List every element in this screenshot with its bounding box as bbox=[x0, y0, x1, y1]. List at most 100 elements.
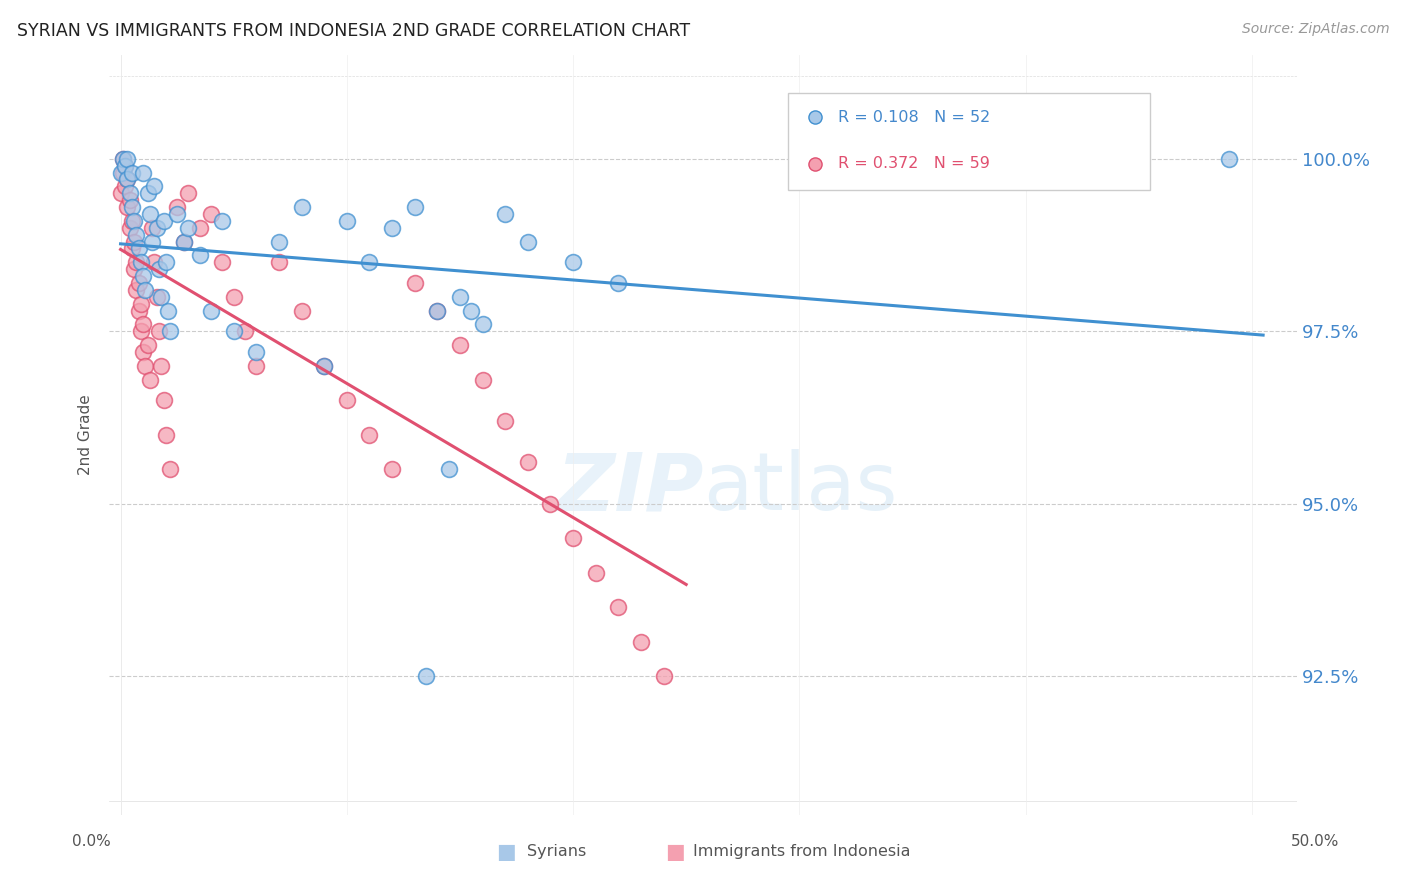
Point bbox=[314, 359, 336, 373]
Point bbox=[121, 242, 143, 256]
Point bbox=[222, 290, 245, 304]
Point bbox=[111, 152, 134, 166]
Point bbox=[111, 165, 134, 179]
Point bbox=[471, 373, 494, 387]
Text: 50.0%: 50.0% bbox=[1291, 834, 1339, 849]
Point bbox=[494, 207, 516, 221]
Point bbox=[562, 532, 585, 546]
Point bbox=[404, 276, 426, 290]
Point bbox=[152, 214, 174, 228]
Point bbox=[114, 159, 136, 173]
Y-axis label: 2nd Grade: 2nd Grade bbox=[79, 394, 93, 475]
Point bbox=[148, 324, 170, 338]
Point bbox=[314, 359, 336, 373]
Point bbox=[139, 207, 162, 221]
Point bbox=[630, 635, 652, 649]
Point bbox=[245, 359, 267, 373]
Point bbox=[111, 152, 134, 166]
Point bbox=[233, 324, 256, 338]
Point bbox=[494, 414, 516, 428]
Point bbox=[132, 165, 155, 179]
Point bbox=[122, 235, 145, 249]
Point bbox=[804, 110, 827, 124]
Point bbox=[449, 338, 471, 352]
Point bbox=[150, 359, 173, 373]
Point bbox=[129, 255, 152, 269]
Point bbox=[145, 220, 167, 235]
Point bbox=[538, 497, 561, 511]
Point bbox=[110, 186, 132, 201]
Text: ■: ■ bbox=[496, 842, 516, 862]
Point bbox=[177, 186, 200, 201]
Point bbox=[121, 214, 143, 228]
Point bbox=[128, 242, 150, 256]
Point bbox=[114, 159, 136, 173]
Point bbox=[607, 276, 630, 290]
Point bbox=[211, 255, 233, 269]
Point bbox=[516, 235, 538, 249]
Point bbox=[159, 324, 181, 338]
Point bbox=[460, 303, 482, 318]
Point bbox=[132, 268, 155, 283]
Point bbox=[132, 318, 155, 332]
Point bbox=[136, 186, 159, 201]
Point bbox=[166, 200, 188, 214]
Text: ■: ■ bbox=[665, 842, 685, 862]
Point bbox=[585, 566, 607, 580]
Point bbox=[117, 172, 139, 186]
Point bbox=[159, 462, 181, 476]
Point bbox=[155, 255, 177, 269]
Point bbox=[125, 283, 148, 297]
Point bbox=[426, 303, 449, 318]
Point bbox=[381, 220, 404, 235]
Point bbox=[471, 318, 494, 332]
Point bbox=[117, 200, 139, 214]
Point bbox=[121, 200, 143, 214]
Point bbox=[157, 303, 180, 318]
Point bbox=[267, 235, 290, 249]
Point bbox=[804, 156, 827, 170]
Point bbox=[607, 600, 630, 615]
Point bbox=[118, 186, 141, 201]
Point bbox=[152, 393, 174, 408]
Point bbox=[143, 255, 166, 269]
Point bbox=[188, 220, 211, 235]
Text: 0.0%: 0.0% bbox=[72, 834, 111, 849]
Point bbox=[110, 165, 132, 179]
Point bbox=[415, 669, 437, 683]
Point bbox=[516, 455, 538, 469]
Point bbox=[122, 214, 145, 228]
Point bbox=[200, 303, 222, 318]
Point bbox=[150, 290, 173, 304]
Point bbox=[177, 220, 200, 235]
Point bbox=[125, 227, 148, 242]
Point bbox=[359, 255, 381, 269]
Point bbox=[1218, 152, 1240, 166]
Point bbox=[359, 427, 381, 442]
Point bbox=[173, 235, 195, 249]
Point bbox=[166, 207, 188, 221]
Text: SYRIAN VS IMMIGRANTS FROM INDONESIA 2ND GRADE CORRELATION CHART: SYRIAN VS IMMIGRANTS FROM INDONESIA 2ND … bbox=[17, 22, 690, 40]
Text: R = 0.108   N = 52: R = 0.108 N = 52 bbox=[838, 110, 990, 125]
Point bbox=[143, 179, 166, 194]
FancyBboxPatch shape bbox=[787, 93, 1150, 190]
Point bbox=[200, 207, 222, 221]
Point bbox=[267, 255, 290, 269]
Point bbox=[125, 255, 148, 269]
Point bbox=[128, 276, 150, 290]
Point bbox=[245, 345, 267, 359]
Text: Immigrants from Indonesia: Immigrants from Indonesia bbox=[693, 845, 911, 859]
Point bbox=[132, 345, 155, 359]
Point bbox=[211, 214, 233, 228]
Point bbox=[118, 193, 141, 207]
Text: ZIP: ZIP bbox=[555, 449, 703, 527]
Point bbox=[136, 338, 159, 352]
Point bbox=[129, 324, 152, 338]
Point bbox=[121, 165, 143, 179]
Point bbox=[426, 303, 449, 318]
Point bbox=[173, 235, 195, 249]
Point bbox=[336, 393, 359, 408]
Point bbox=[290, 303, 312, 318]
Text: atlas: atlas bbox=[703, 449, 897, 527]
Point bbox=[148, 262, 170, 277]
